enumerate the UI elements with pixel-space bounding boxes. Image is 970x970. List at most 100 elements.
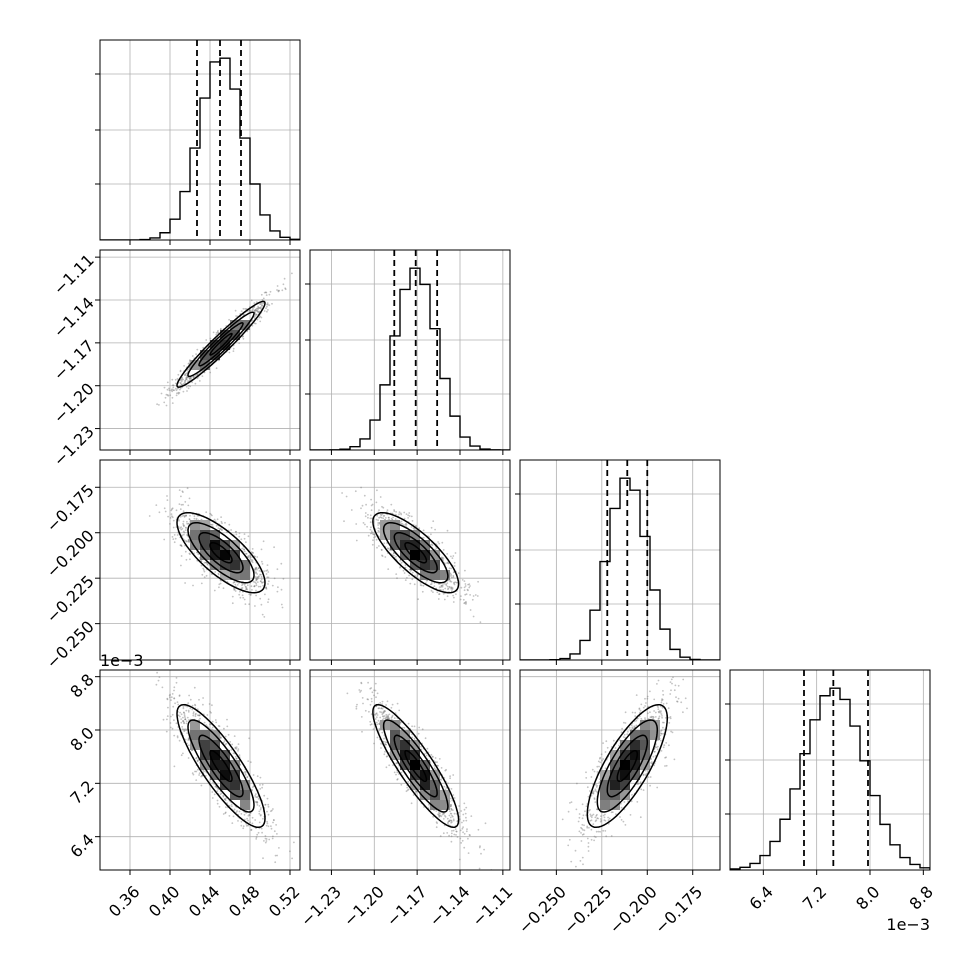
sample-point [193,376,195,378]
sample-point [387,714,389,717]
sample-point [382,715,385,718]
sample-point [450,580,453,583]
sample-point [272,835,274,838]
sample-point [461,839,464,842]
sample-point [682,678,685,681]
sample-point [254,316,256,318]
sample-point [385,716,388,719]
sample-point [459,837,462,840]
sample-point [467,837,469,840]
sample-point [278,289,280,292]
sample-point [258,310,261,313]
sample-point [595,814,598,817]
sample-point [195,353,198,355]
sample-point [256,796,259,799]
y-tick-label: −1.11 [50,250,98,298]
sample-point [393,554,395,557]
sample-point [265,838,268,840]
sample-point [372,533,374,536]
sample-point [266,569,269,572]
sample-point [180,526,183,529]
sample-point [386,509,389,511]
sample-point [581,817,584,820]
sample-point [478,846,481,849]
density-cell [220,770,230,780]
sample-point [410,515,413,518]
sample-point [393,510,396,513]
sample-point [451,588,454,591]
sample-point [264,804,267,806]
sample-point [449,586,451,588]
sample-point [184,716,186,718]
density-cell [640,720,650,730]
sample-point [402,569,405,572]
sample-point [212,331,215,334]
sample-point [660,701,663,704]
sample-point [184,550,187,553]
sample-point [484,822,487,825]
contour-line [382,521,449,584]
sample-point [594,816,597,819]
sample-point [234,583,237,586]
sample-point [173,697,176,699]
sample-point [464,583,467,585]
sample-point [596,765,599,768]
density-cell [240,790,250,800]
x-tick-label: 7.2 [799,882,830,913]
sample-point [622,820,625,823]
sample-point [172,538,175,540]
sample-point [182,706,185,708]
sample-point [450,576,453,579]
sample-point [249,812,252,815]
sample-point [378,509,380,511]
sample-point [652,716,655,719]
sample-point [166,698,169,701]
sample-point [469,594,471,596]
sample-point [256,310,258,312]
contour-line [176,703,266,829]
sample-point [195,757,197,760]
sample-point [438,593,441,595]
sample-point [177,391,180,394]
sample-point [260,603,263,606]
density-cell [420,570,430,580]
sample-point [174,702,177,705]
sample-point [364,709,367,712]
sample-point [477,580,479,583]
sample-point [433,767,436,770]
sample-point [448,820,451,822]
sample-point [187,709,190,712]
sample-point [635,694,638,696]
sample-point [180,383,183,386]
sample-point [380,747,382,749]
density-panel-3-2: −0.250−0.225−0.200−0.175 [515,669,721,937]
sample-point [382,515,385,517]
panel-frame [99,39,301,241]
sample-point [245,541,247,544]
sample-point [234,746,237,749]
sample-point [165,404,168,407]
sample-point [186,716,189,719]
sample-point [448,586,451,588]
sample-point [247,819,250,822]
sample-point [177,703,180,706]
sample-point [362,702,364,705]
sample-point [466,828,468,831]
sample-point [587,850,590,852]
sample-point [395,762,398,765]
sample-point [232,815,235,818]
sample-point [267,598,270,601]
sample-point [599,761,602,764]
sample-point [166,718,168,721]
sample-point [267,576,270,579]
sample-point [248,737,251,740]
sample-point [254,308,257,311]
sample-point [262,817,264,820]
sample-point [182,707,185,710]
sample-point [188,738,190,741]
sample-point [371,517,373,520]
sample-point [246,776,249,778]
density-cell [390,750,400,760]
sample-point [242,307,245,310]
sample-point [438,542,441,545]
